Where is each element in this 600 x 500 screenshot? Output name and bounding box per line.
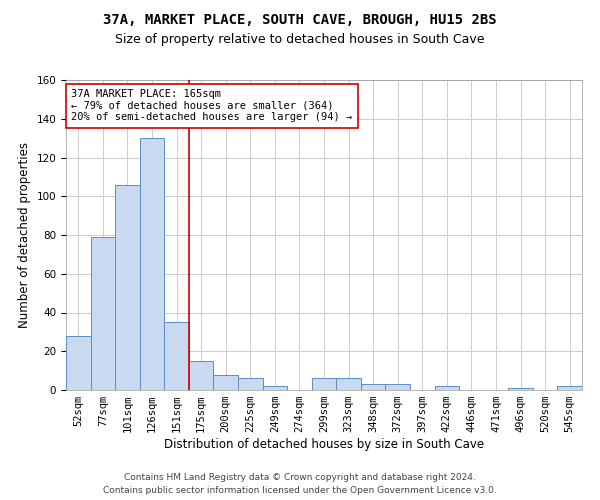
Bar: [361, 384, 385, 390]
Bar: [189, 361, 214, 390]
Text: 37A MARKET PLACE: 165sqm
← 79% of detached houses are smaller (364)
20% of semi-: 37A MARKET PLACE: 165sqm ← 79% of detach…: [71, 90, 352, 122]
Bar: [434, 386, 459, 390]
Bar: [214, 374, 238, 390]
Bar: [385, 384, 410, 390]
Y-axis label: Number of detached properties: Number of detached properties: [18, 142, 31, 328]
Bar: [508, 388, 533, 390]
Text: Size of property relative to detached houses in South Cave: Size of property relative to detached ho…: [115, 32, 485, 46]
X-axis label: Distribution of detached houses by size in South Cave: Distribution of detached houses by size …: [164, 438, 484, 451]
Bar: [336, 378, 361, 390]
Bar: [312, 378, 336, 390]
Bar: [238, 378, 263, 390]
Bar: [164, 322, 189, 390]
Bar: [140, 138, 164, 390]
Text: 37A, MARKET PLACE, SOUTH CAVE, BROUGH, HU15 2BS: 37A, MARKET PLACE, SOUTH CAVE, BROUGH, H…: [103, 12, 497, 26]
Bar: [66, 336, 91, 390]
Bar: [115, 184, 140, 390]
Bar: [91, 237, 115, 390]
Bar: [263, 386, 287, 390]
Text: Contains HM Land Registry data © Crown copyright and database right 2024.
Contai: Contains HM Land Registry data © Crown c…: [103, 474, 497, 495]
Bar: [557, 386, 582, 390]
